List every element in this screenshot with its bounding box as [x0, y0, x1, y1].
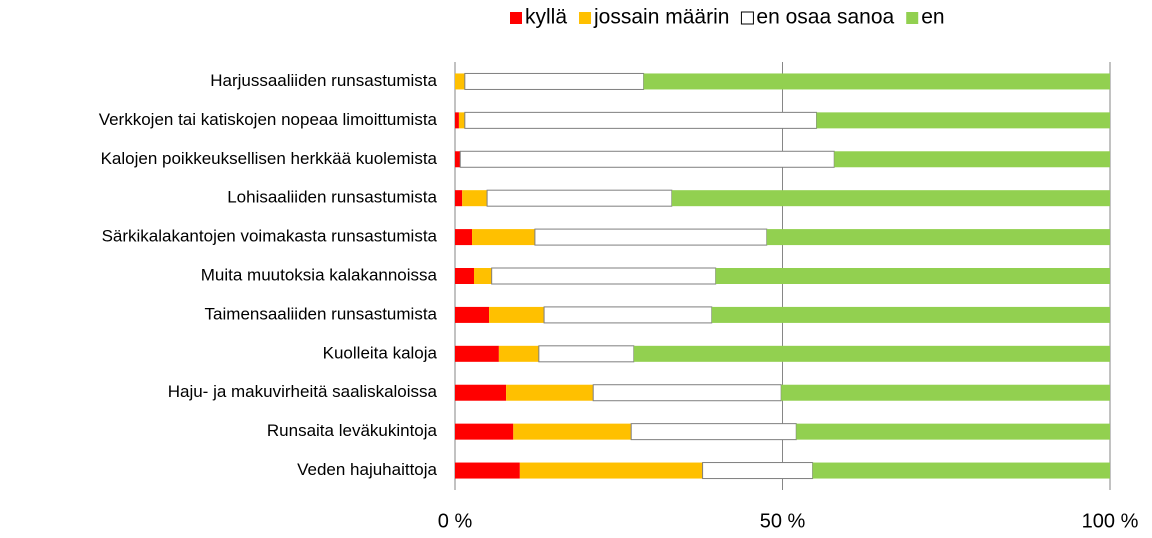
- legend-swatch: [740, 11, 754, 25]
- bar-segment: [455, 229, 473, 246]
- bar-segment: [816, 112, 1110, 129]
- bar-segment: [459, 150, 835, 168]
- legend-label: en: [921, 6, 944, 29]
- x-tick-label: 50 %: [760, 510, 806, 532]
- y-tick-label: Harjussaaliiden runsastumista: [210, 71, 437, 90]
- legend-label: en osaa sanoa: [756, 6, 894, 29]
- bar-segment: [534, 228, 768, 246]
- bar-segment: [455, 306, 490, 323]
- bar-segment: [455, 384, 507, 401]
- bar-segment: [766, 229, 1110, 246]
- y-tick-label: Muita muutoksia kalakannoissa: [201, 265, 438, 284]
- legend-label: jossain määrin: [593, 6, 729, 29]
- x-tick-label: 0 %: [438, 510, 473, 532]
- bar-segment: [455, 112, 459, 129]
- y-tick-label: Taimensaaliiden runsastumista: [205, 304, 438, 323]
- legend-swatch: [579, 12, 592, 24]
- bar-segment: [834, 151, 1110, 168]
- bar-segment: [513, 423, 632, 440]
- x-tick-label: 100 %: [1082, 510, 1139, 532]
- bar-segment: [455, 151, 461, 168]
- bar-segment: [458, 112, 465, 129]
- bar-segment: [519, 462, 703, 479]
- y-tick-label: Verkkojen tai katiskojen nopeaa limoittu…: [99, 110, 438, 129]
- y-tick-label: Kuolleita kaloja: [323, 343, 438, 362]
- bar-segment: [812, 462, 1110, 479]
- legend-swatch: [906, 12, 919, 24]
- bar-segment: [491, 267, 717, 285]
- bar-segment: [473, 268, 492, 284]
- bar-segment: [498, 345, 539, 362]
- legend-label: kyllä: [525, 6, 567, 29]
- bar-segment: [455, 345, 499, 362]
- bar-segment: [455, 462, 520, 479]
- bar-segment: [464, 72, 645, 90]
- bar-segment: [715, 268, 1110, 284]
- bar-segment: [455, 73, 465, 90]
- bar-segment: [633, 345, 1110, 362]
- bar-segment: [506, 384, 594, 401]
- bar-segment: [592, 384, 782, 402]
- y-tick-label: Kalojen poikkeuksellisen herkkää kuolemi…: [101, 149, 438, 168]
- y-tick-label: Lohisaaliiden runsastumista: [227, 188, 437, 207]
- bar-segment: [455, 190, 463, 207]
- y-tick-label: Särkikalakantojen voimakasta runsastumis…: [102, 227, 438, 246]
- bar-segment: [711, 306, 1110, 323]
- bar-segment: [796, 423, 1110, 440]
- y-tick-label: Veden hajuhaittoja: [297, 460, 437, 479]
- bar-segment: [486, 189, 673, 207]
- bar-segment: [472, 229, 535, 246]
- y-tick-label: Runsaita leväkukintoja: [267, 421, 438, 440]
- bar-segment: [455, 268, 474, 284]
- bar-segment: [538, 345, 635, 363]
- bar-segment: [781, 384, 1110, 401]
- bar-segment: [702, 462, 814, 480]
- bar-segment: [543, 306, 713, 324]
- bar-segment: [643, 73, 1110, 90]
- bar-segment: [489, 306, 545, 323]
- bar-segment: [462, 190, 488, 207]
- bar-segment: [464, 111, 818, 129]
- bar-segment: [630, 423, 797, 441]
- bar-segment: [455, 423, 514, 440]
- bar-segment: [671, 190, 1110, 207]
- legend-swatch: [510, 12, 522, 24]
- y-tick-label: Haju- ja makuvirheitä saaliskaloissa: [168, 382, 438, 401]
